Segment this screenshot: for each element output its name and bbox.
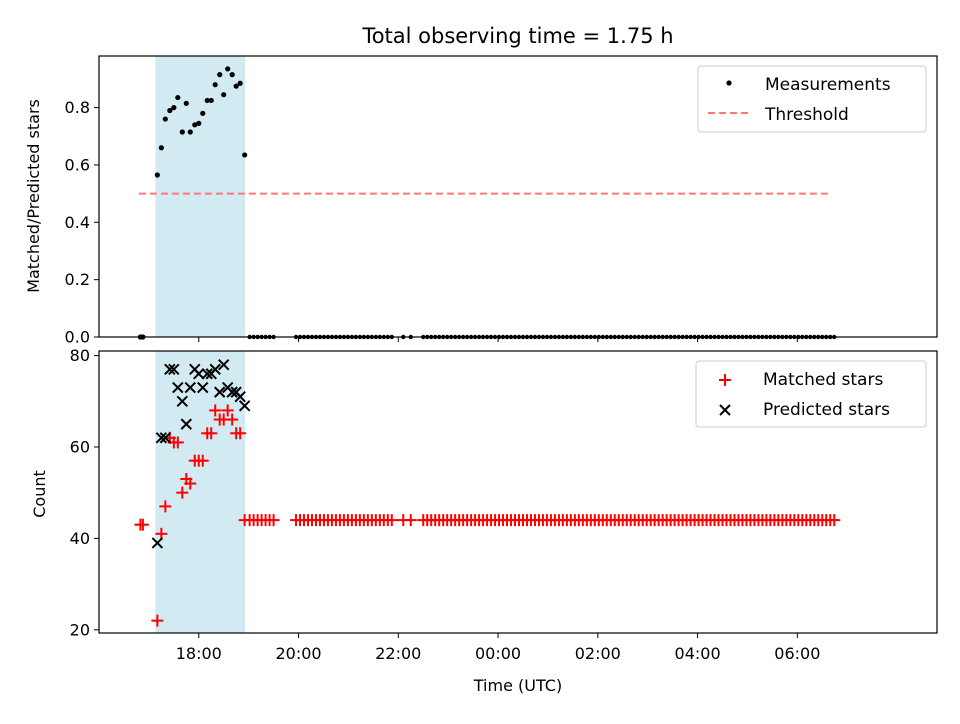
matched-star-point xyxy=(209,404,222,417)
predicted-star-point xyxy=(180,418,192,430)
observing-window-span-bottom xyxy=(155,351,246,633)
chart-title: Total observing time = 1.75 h xyxy=(361,24,673,48)
top-y-tick-label: 0.8 xyxy=(65,98,90,117)
observing-window-span-top xyxy=(155,56,246,337)
predicted-star-point xyxy=(209,363,221,375)
measurement-point xyxy=(167,107,173,114)
measurement-point xyxy=(192,122,198,128)
top-panel: 0.0 0.2 0.4 0.6 0.8 xyxy=(65,55,938,347)
x-tick-label: 00:00 xyxy=(475,644,521,663)
measurement-point xyxy=(162,116,168,122)
measurement-point xyxy=(221,92,227,98)
measurement-point xyxy=(229,72,235,78)
legend-top: Measurements Threshold xyxy=(697,65,927,133)
x-tick-label: 20:00 xyxy=(275,644,321,663)
bottom-plot-frame xyxy=(98,350,938,634)
bottom-y-tick-label: 80 xyxy=(70,346,90,365)
matched-star-point xyxy=(221,404,234,417)
measurement-point xyxy=(158,145,164,151)
matched-star-point xyxy=(151,614,164,627)
predicted-star-point xyxy=(201,368,213,380)
matched-star-point xyxy=(404,514,417,527)
matched-star-point xyxy=(159,500,172,513)
matched-star-point xyxy=(176,486,189,499)
legend-matched-marker xyxy=(719,374,731,386)
predicted-star-point xyxy=(197,381,209,394)
x-tick-label: 18:00 xyxy=(176,644,222,663)
legend-measurements-label: Measurements xyxy=(765,75,891,95)
measurement-point xyxy=(212,82,218,88)
measurement-point xyxy=(208,97,214,104)
measurement-point xyxy=(171,105,177,111)
predicted-star-point xyxy=(164,363,176,375)
predicted-star-point xyxy=(155,432,168,444)
x-axis-label: Time (UTC) xyxy=(473,676,562,695)
top-y-tick-label: 0.4 xyxy=(65,213,90,232)
top-y-tick-label: 0.0 xyxy=(65,328,90,347)
matched-star-point xyxy=(234,427,247,440)
x-tick-label: 22:00 xyxy=(375,644,421,663)
matched-star-point xyxy=(828,514,841,527)
predicted-star-point xyxy=(151,537,164,549)
measurement-point xyxy=(225,66,231,72)
bottom-y-axis-label: Count xyxy=(30,470,49,518)
predicted-star-point xyxy=(168,363,180,375)
bottom-panel: 20 40 60 80 18:00 20:00 22:00 00:00 02:00 04:00 06… xyxy=(70,346,938,663)
measurement-point xyxy=(204,97,210,104)
matched-star-point xyxy=(226,413,239,426)
measurement-point xyxy=(183,100,189,106)
predicted-star-point xyxy=(176,395,189,407)
x-tick-label: 02:00 xyxy=(575,644,621,663)
legend-matched-label: Matched stars xyxy=(763,370,883,390)
matched-star-point xyxy=(184,477,197,490)
measurement-point xyxy=(187,129,193,135)
matched-star-point xyxy=(205,427,218,440)
legend-bottom: Matched stars Predicted stars xyxy=(695,360,927,428)
legend-measurements-marker xyxy=(726,80,732,86)
measurement-point xyxy=(237,80,243,86)
measurement-point xyxy=(154,172,160,178)
top-y-tick-label: 0.2 xyxy=(65,270,90,289)
legend-threshold-label: Threshold xyxy=(764,105,849,125)
measurement-point xyxy=(242,152,248,158)
predicted-star-point xyxy=(193,368,205,380)
legend-predicted-label: Predicted stars xyxy=(763,400,890,420)
predicted-star-point xyxy=(184,381,196,394)
predicted-star-point xyxy=(238,400,251,412)
matched-star-point xyxy=(196,454,209,467)
predicted-star-point xyxy=(234,390,246,403)
measurement-point xyxy=(217,72,223,78)
measurement-point xyxy=(200,110,206,116)
matched-star-point xyxy=(136,518,149,531)
measurement-point xyxy=(175,94,181,101)
matched-star-point xyxy=(171,436,184,449)
bottom-y-tick-label: 20 xyxy=(70,620,90,639)
legend-predicted-marker xyxy=(719,404,731,416)
measurement-point xyxy=(196,120,202,126)
measurement-point xyxy=(233,83,239,89)
top-plot-frame xyxy=(98,55,938,338)
predicted-star-point xyxy=(217,359,230,371)
top-y-axis-label: Matched/Predicted stars xyxy=(24,99,43,293)
bottom-y-tick-label: 40 xyxy=(70,529,90,548)
x-tick-label: 06:00 xyxy=(774,644,820,663)
predicted-star-point xyxy=(214,386,226,398)
bottom-y-tick-label: 60 xyxy=(70,437,90,456)
measurement-point xyxy=(179,129,185,135)
x-tick-label: 04:00 xyxy=(675,644,721,663)
matched-star-point xyxy=(385,514,398,527)
top-y-tick-label: 0.6 xyxy=(65,155,90,174)
matched-star-point xyxy=(267,514,280,527)
predicted-star-point xyxy=(172,381,184,394)
predicted-star-point xyxy=(226,386,238,398)
predicted-star-point xyxy=(159,432,172,444)
